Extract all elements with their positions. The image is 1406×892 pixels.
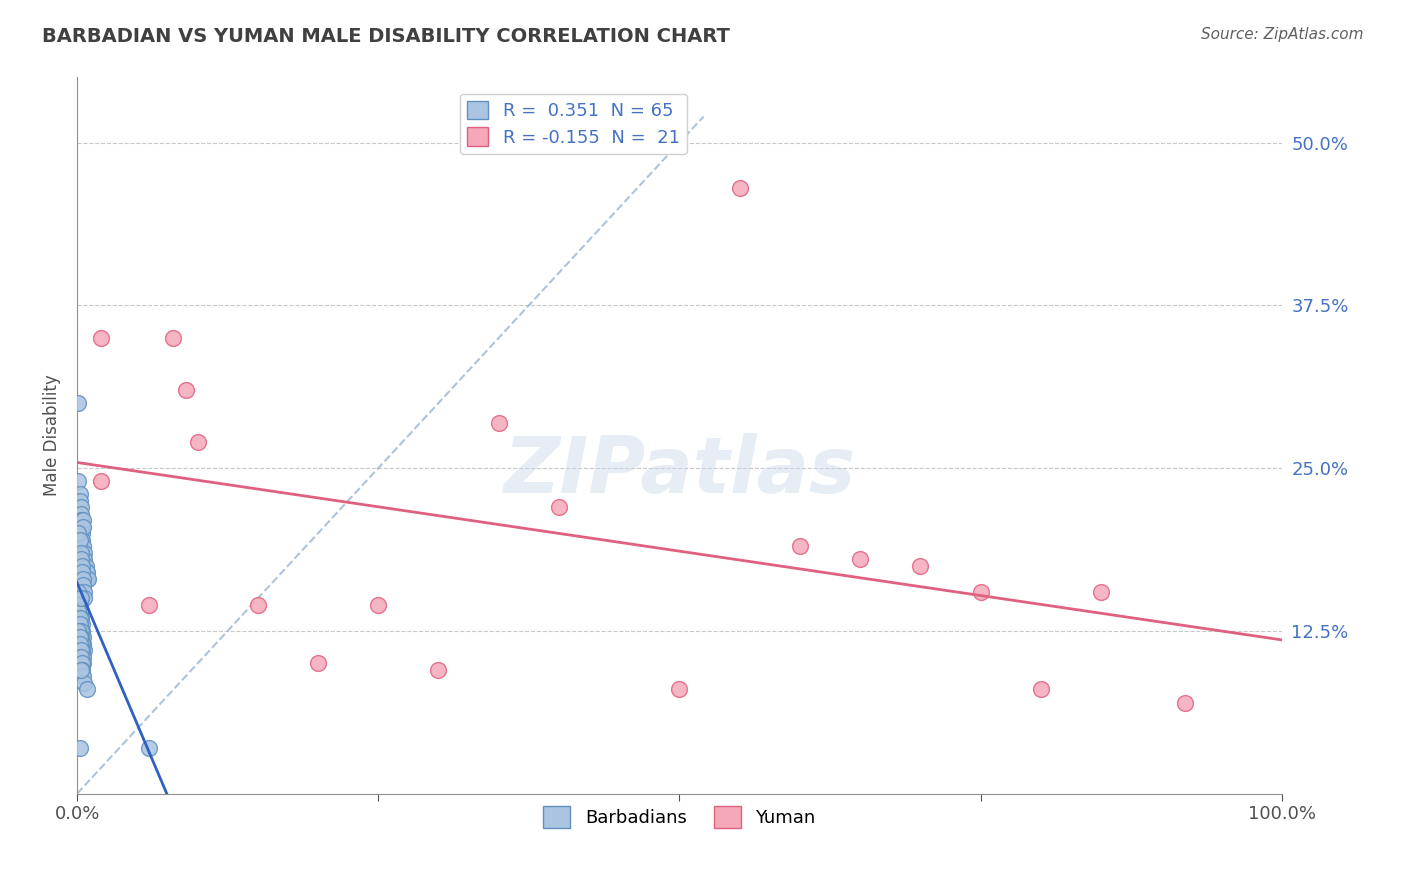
Point	[70, 637, 93, 651]
Text: ZIPatlas: ZIPatlas	[503, 434, 855, 509]
Point	[69, 487, 91, 501]
Point	[138, 598, 160, 612]
Point	[1029, 682, 1052, 697]
Point	[69, 500, 91, 515]
Point	[70, 558, 93, 573]
Point	[72, 669, 94, 683]
Point	[69, 546, 91, 560]
Point	[69, 624, 91, 638]
Point	[70, 533, 93, 547]
Point	[72, 637, 94, 651]
Point	[67, 624, 90, 638]
Point	[69, 663, 91, 677]
Point	[187, 435, 209, 450]
Point	[69, 591, 91, 606]
Point	[69, 513, 91, 527]
Point	[72, 513, 94, 527]
Point	[90, 331, 112, 345]
Point	[72, 649, 94, 664]
Point	[69, 741, 91, 756]
Point	[69, 637, 91, 651]
Point	[1174, 696, 1197, 710]
Point	[73, 558, 96, 573]
Point	[69, 493, 91, 508]
Point	[70, 526, 93, 541]
Point	[69, 604, 91, 618]
Point	[76, 572, 98, 586]
Point	[72, 631, 94, 645]
Y-axis label: Male Disability: Male Disability	[44, 375, 60, 497]
Point	[70, 657, 93, 671]
Point	[548, 500, 571, 515]
Point	[69, 533, 91, 547]
Point	[72, 578, 94, 592]
Point	[70, 663, 93, 677]
Point	[162, 331, 184, 345]
Point	[789, 539, 811, 553]
Point	[307, 657, 329, 671]
Point	[75, 566, 97, 580]
Point	[76, 566, 98, 580]
Point	[728, 181, 751, 195]
Point	[67, 598, 90, 612]
Point	[73, 552, 96, 566]
Point	[90, 474, 112, 488]
Point	[67, 584, 90, 599]
Point	[70, 624, 93, 638]
Point	[72, 519, 94, 533]
Point	[75, 558, 97, 573]
Point	[246, 598, 269, 612]
Point	[69, 649, 91, 664]
Point	[427, 663, 450, 677]
Point	[488, 416, 510, 430]
Point	[69, 591, 91, 606]
Point	[70, 617, 93, 632]
Point	[73, 546, 96, 560]
Point	[69, 598, 91, 612]
Point	[969, 584, 991, 599]
Point	[72, 572, 94, 586]
Point	[70, 519, 93, 533]
Point	[69, 631, 91, 645]
Point	[69, 611, 91, 625]
Text: Source: ZipAtlas.com: Source: ZipAtlas.com	[1201, 27, 1364, 42]
Point	[77, 572, 100, 586]
Point	[69, 617, 91, 632]
Point	[70, 643, 93, 657]
Point	[69, 643, 91, 657]
Point	[73, 643, 96, 657]
Point	[73, 584, 96, 599]
Point	[67, 604, 90, 618]
Point	[910, 558, 932, 573]
Point	[367, 598, 389, 612]
Point	[138, 741, 160, 756]
Legend: R =  0.351  N = 65, R = -0.155  N =  21: R = 0.351 N = 65, R = -0.155 N = 21	[460, 94, 688, 154]
Point	[69, 631, 91, 645]
Point	[72, 539, 94, 553]
Point	[67, 526, 90, 541]
Text: BARBADIAN VS YUMAN MALE DISABILITY CORRELATION CHART: BARBADIAN VS YUMAN MALE DISABILITY CORRE…	[42, 27, 730, 45]
Point	[72, 657, 94, 671]
Point	[174, 383, 197, 397]
Point	[70, 566, 93, 580]
Point	[668, 682, 690, 697]
Point	[76, 682, 98, 697]
Point	[67, 396, 90, 410]
Point	[69, 611, 91, 625]
Point	[73, 676, 96, 690]
Point	[1090, 584, 1112, 599]
Point	[849, 552, 872, 566]
Point	[69, 507, 91, 521]
Point	[73, 591, 96, 606]
Point	[67, 474, 90, 488]
Point	[69, 552, 91, 566]
